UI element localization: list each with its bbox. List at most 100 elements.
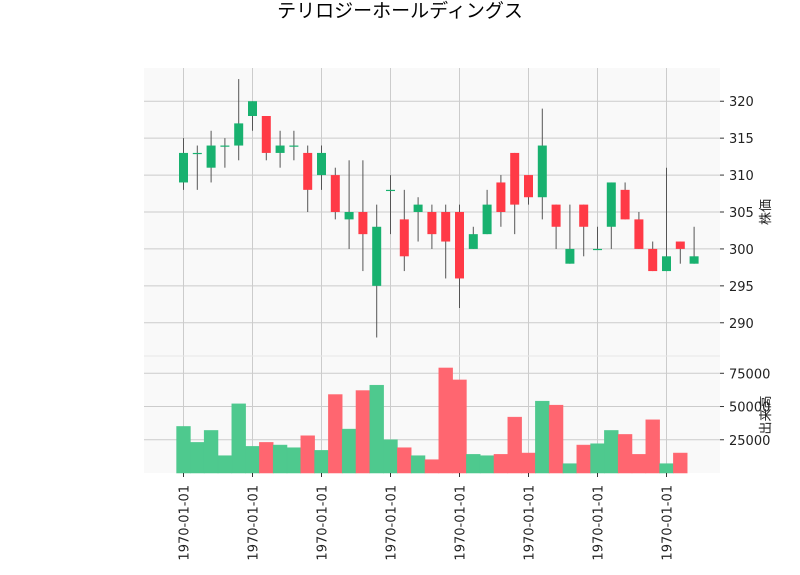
volume-bar [562, 463, 578, 474]
y-tick-labels: 290 295 300 305 310 315 320 25000 50000 75000 [720, 95, 770, 449]
volume-bar [659, 463, 674, 474]
candle-body [399, 219, 409, 257]
candle-body [234, 123, 244, 146]
volume-bar [576, 444, 591, 474]
x-tick-label: 1970-01-01 [178, 485, 193, 561]
price-tick-label: 290 [729, 317, 754, 332]
volume-bar [590, 443, 605, 474]
volume-bar [328, 394, 343, 474]
price-tick-label: 320 [729, 95, 754, 110]
x-tick-label: 1970-01-01 [592, 485, 607, 561]
volume-bar [479, 455, 495, 474]
candle-body [261, 116, 271, 153]
x-tick-label: 1970-01-01 [385, 485, 400, 561]
volume-bar [272, 444, 288, 474]
volume-bar [438, 367, 453, 474]
candle-body [579, 204, 589, 227]
volume-tick-label: 25000 [729, 434, 770, 449]
volume-tick-label: 50000 [729, 401, 770, 416]
candle-body [675, 241, 685, 249]
volume-bar [645, 419, 660, 474]
volume-bars [176, 367, 688, 474]
volume-bar [286, 447, 302, 474]
volume-bar [314, 450, 329, 474]
volume-bar [190, 442, 205, 474]
candle-body [689, 256, 699, 264]
price-tick-label: 315 [729, 132, 754, 147]
price-tick-label: 305 [729, 206, 754, 221]
chart-title: テリロジーホールディングス [277, 0, 523, 22]
volume-bar [631, 454, 647, 474]
candle-body [275, 145, 285, 153]
price-tick-label: 300 [729, 243, 754, 258]
volume-bar [617, 434, 633, 474]
volume-bar [383, 439, 398, 474]
volume-bar [424, 459, 440, 474]
candle-body [220, 145, 230, 147]
candle-body [510, 152, 520, 205]
volume-tick-label: 75000 [729, 367, 770, 382]
x-tick-label: 1970-01-01 [523, 485, 538, 561]
candle-body [606, 182, 616, 227]
candle-body [551, 204, 561, 227]
volume-bar [341, 428, 357, 474]
candle-body [496, 182, 506, 212]
candle-body [468, 234, 478, 249]
candle-body [303, 152, 313, 190]
candle-body [537, 145, 547, 198]
candle-body [179, 152, 188, 183]
candles [179, 79, 699, 338]
candle-body [248, 101, 257, 116]
volume-bar [507, 416, 522, 474]
volume-bar [369, 384, 384, 474]
volume-bar [604, 430, 619, 474]
volume-bar [410, 455, 426, 474]
volume-bar [535, 400, 550, 474]
x-tick-label: 1970-01-01 [316, 485, 331, 561]
candle-body [565, 248, 575, 264]
candle-body [317, 152, 326, 176]
x-tick-labels: 1970-01-01 1970-01-01 1970-01-01 1970-01-01… [178, 473, 676, 561]
volume-bar [217, 455, 233, 474]
volume-bar [300, 435, 315, 474]
volume-bar [466, 454, 481, 474]
candle-body [330, 175, 340, 212]
candle-body [344, 212, 354, 220]
volume-bar [493, 454, 509, 474]
volume-bar [245, 446, 260, 474]
x-tick-label: 1970-01-01 [247, 485, 262, 561]
candle-body [358, 212, 368, 235]
candle-body [524, 175, 533, 198]
volume-bar [397, 447, 412, 474]
candle-body [441, 212, 451, 242]
candle-body [192, 152, 202, 155]
x-tick-label: 1970-01-01 [661, 485, 676, 561]
candle-body [634, 219, 644, 249]
candle-body [386, 189, 395, 192]
candle-body [662, 256, 671, 272]
candle-body [482, 204, 492, 235]
x-tick-label: 1970-01-01 [454, 485, 469, 561]
price-tick-label: 310 [729, 169, 754, 184]
volume-bar [452, 379, 467, 474]
candle-body [206, 145, 216, 168]
price-axis-label: 株価 [759, 199, 774, 225]
candle-body [620, 189, 630, 220]
candle-body [413, 204, 423, 212]
volume-bar [673, 452, 688, 474]
volume-bar [176, 426, 191, 474]
price-tick-label: 295 [729, 280, 754, 295]
volume-bar [355, 390, 371, 474]
volume-bar [548, 404, 564, 474]
candle-body [289, 145, 299, 147]
volume-bar [231, 403, 246, 474]
volume-axis-label: 出来高 [758, 395, 774, 434]
candle-body [372, 226, 382, 286]
volume-bar [203, 430, 219, 474]
volume-bar [259, 442, 274, 474]
candle-body [427, 212, 437, 235]
candle-body [593, 248, 602, 251]
volume-bar [521, 452, 536, 474]
candle-body [648, 248, 658, 272]
